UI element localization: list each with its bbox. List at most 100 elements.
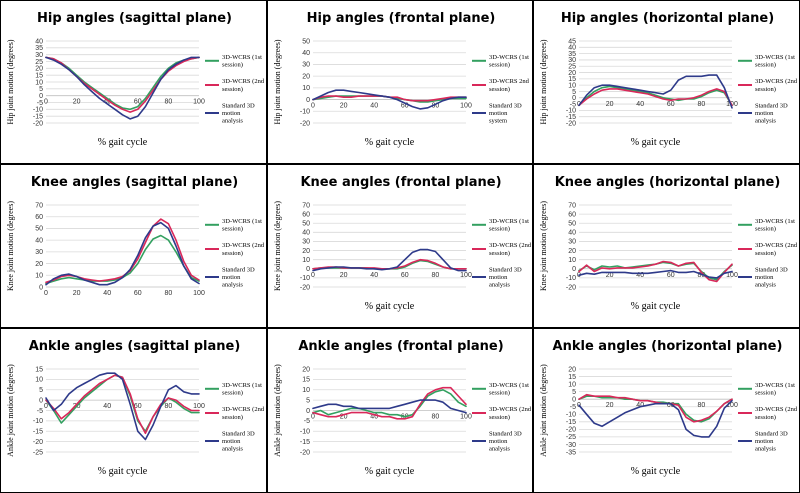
y-tick-label: 50: [302, 221, 310, 228]
y-tick-label: 10: [35, 79, 43, 86]
legend-label: 3D-WCRS (1st session): [222, 54, 262, 69]
y-tick-label: 10: [568, 82, 576, 89]
y-tick-label: 20: [302, 73, 310, 80]
series-line: [312, 248, 467, 272]
y-tick-label: -20: [300, 449, 310, 456]
x-tick-label: 80: [698, 402, 706, 409]
y-tick-label: -15: [300, 439, 310, 446]
y-tick-label: -5: [570, 404, 576, 411]
x-tick-label: 60: [667, 402, 675, 409]
legend-label: 3D-WCRS (1st session): [489, 382, 529, 397]
y-tick-label: 60: [35, 214, 43, 221]
x-tick-label: 60: [667, 272, 675, 279]
y-tick-label: 20: [302, 366, 310, 373]
chart-panel: Ankle angles (horizontal plane) -35 -30 -25…: [533, 328, 800, 493]
legend-label: 3D-WCRS (2nd session): [489, 406, 532, 421]
x-tick-label: 0: [44, 403, 48, 410]
chart-title: Hip angles (frontal plane): [307, 11, 496, 26]
chart-svg: Hip angles (horizontal plane) -20-15-10-5…: [539, 11, 798, 148]
x-tick-label: 100: [726, 402, 738, 409]
chart-title: Knee angles (frontal plane): [300, 175, 501, 190]
y-tick-label: -5: [37, 408, 43, 415]
x-axis-label: % gait cycle: [98, 137, 148, 148]
chart-panel: Knee angles (horizontal plane) -20 -10 0 10 2…: [533, 164, 800, 328]
y-tick-label: -20: [566, 427, 576, 434]
x-tick-label: 80: [165, 99, 173, 106]
x-tick-label: 60: [134, 403, 142, 410]
y-axis-label: Hip joint motion (degrees): [539, 39, 548, 124]
legend-label: 3D-WCRS (2nd session): [755, 78, 798, 93]
y-tick-label: 15: [35, 72, 43, 79]
x-tick-label: 40: [636, 402, 644, 409]
x-tick-label: 20: [73, 99, 81, 106]
y-tick-label: 60: [568, 211, 576, 218]
y-axis-label: Hip joint motion (degrees): [273, 39, 282, 124]
chart-svg: Hip angles (sagittal plane) -20-15-10-505…: [6, 11, 265, 148]
legend-label: Standard 3D motion analysis: [755, 102, 788, 124]
y-tick-label: -20: [566, 284, 576, 291]
y-tick-label: 70: [302, 202, 310, 209]
y-tick-label: 35: [35, 45, 43, 52]
x-tick-label: 60: [401, 103, 409, 110]
chart-title: Ankle angles (horizontal plane): [553, 339, 783, 354]
chart-panel: Ankle angles (sagittal plane) -25 -20 -15 -1…: [0, 328, 267, 493]
x-tick-label: 20: [340, 272, 348, 279]
legend-label: 3D-WCRS (2nd session): [222, 242, 265, 257]
chart-panel: Hip angles (frontal plane) -20 -10 0 10 20 30 4…: [267, 0, 533, 164]
y-tick-label: -5: [304, 418, 310, 425]
x-tick-label: 40: [103, 403, 111, 410]
x-axis-label: % gait cycle: [98, 466, 148, 477]
x-tick-label: 60: [134, 99, 142, 106]
y-tick-label: 10: [302, 387, 310, 394]
legend-label: Standard 3D motion analysis: [489, 266, 522, 288]
y-tick-label: 60: [302, 211, 310, 218]
x-tick-label: 20: [73, 290, 81, 297]
x-tick-label: 40: [370, 414, 378, 421]
series-line: [578, 88, 733, 107]
chart-svg: Ankle angles (horizontal plane) -35-30-25…: [539, 339, 798, 477]
x-axis-label: % gait cycle: [631, 466, 681, 477]
x-tick-label: 100: [193, 99, 205, 106]
y-tick-label: 20: [302, 248, 310, 255]
y-tick-label: 0: [39, 284, 43, 291]
x-tick-label: 100: [726, 272, 738, 279]
x-tick-label: 0: [44, 99, 48, 106]
y-tick-label: 40: [302, 50, 310, 57]
y-tick-label: 40: [568, 45, 576, 52]
series-line: [45, 221, 200, 286]
y-tick-label: 20: [568, 366, 576, 373]
y-tick-label: -20: [33, 439, 43, 446]
series-line: [312, 89, 467, 110]
y-tick-label: 15: [302, 377, 310, 384]
y-tick-label: 5: [306, 397, 310, 404]
x-tick-label: 40: [636, 272, 644, 279]
series-line: [312, 386, 467, 420]
series-line: [45, 56, 200, 113]
y-tick-label: 15: [568, 76, 576, 83]
y-tick-label: 30: [35, 249, 43, 256]
x-tick-label: 80: [432, 272, 440, 279]
chart-panel: Knee angles (sagittal plane) 0 10 20 30 40 50 6…: [0, 164, 267, 328]
y-tick-label: -15: [33, 429, 43, 436]
series-line: [312, 388, 467, 418]
series-line: [45, 56, 200, 111]
y-tick-label: 10: [302, 85, 310, 92]
x-tick-label: 20: [340, 414, 348, 421]
legend-label: 3D-WCRS (1st session): [489, 218, 529, 233]
legend-label: Standard 3D motion analysis: [489, 430, 522, 452]
x-axis-label: % gait cycle: [365, 466, 415, 477]
x-tick-label: 0: [44, 290, 48, 297]
y-tick-label: -35: [566, 449, 576, 456]
y-tick-label: -10: [300, 109, 310, 116]
chart-panel: Knee angles (frontal plane) -20 -10 0 10 20 30…: [267, 164, 533, 328]
y-tick-label: 50: [568, 221, 576, 228]
y-tick-label: -20: [33, 120, 43, 127]
chart-panel: Hip angles (horizontal plane) -20 -15 -10 -5…: [533, 0, 800, 164]
y-tick-label: -10: [566, 412, 576, 419]
y-tick-label: 20: [35, 261, 43, 268]
x-tick-label: 80: [432, 103, 440, 110]
series-line: [578, 74, 733, 109]
x-tick-label: 80: [165, 403, 173, 410]
x-tick-label: 40: [103, 290, 111, 297]
x-tick-label: 80: [165, 290, 173, 297]
